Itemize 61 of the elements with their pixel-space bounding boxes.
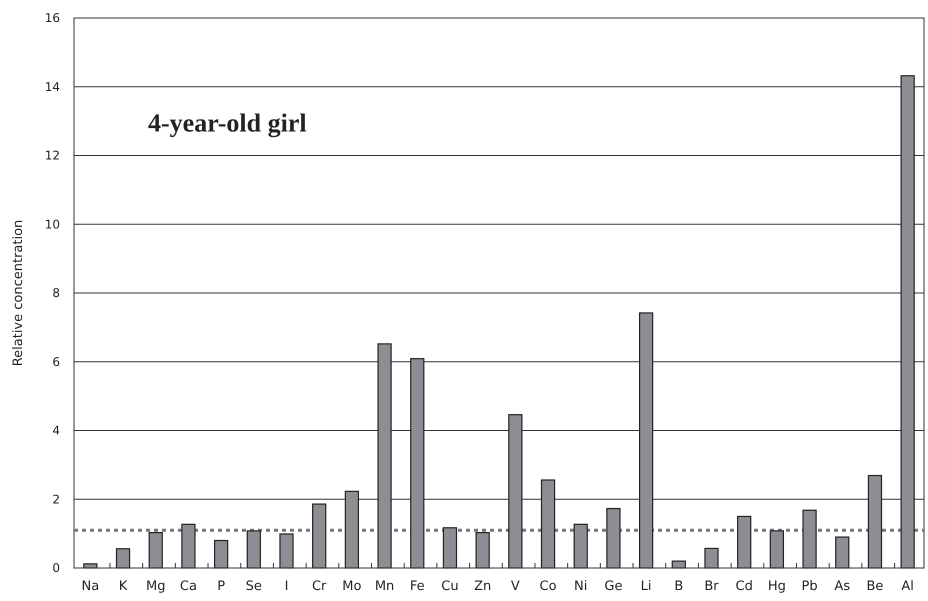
x-tick-label: Pb (802, 579, 818, 594)
bar (116, 548, 130, 569)
y-tick-label: 6 (52, 354, 60, 369)
bar (574, 524, 588, 569)
bar (770, 530, 784, 569)
bar (148, 532, 163, 569)
x-tick-label: Cd (736, 579, 753, 594)
bar (312, 503, 326, 569)
bar (344, 490, 360, 569)
y-tick-label: 14 (44, 80, 60, 94)
bar (606, 508, 621, 569)
y-tick-label: 2 (52, 492, 60, 506)
bar (246, 530, 261, 569)
bar (868, 474, 882, 569)
bar (704, 548, 719, 569)
y-tick-label: 8 (52, 286, 60, 300)
bar (214, 540, 228, 569)
y-tick-label: 4 (52, 424, 60, 438)
bar (476, 532, 490, 569)
x-tick-label: Fe (410, 579, 425, 594)
bar (279, 533, 294, 569)
y-tick-label: 12 (44, 148, 60, 163)
x-tick-label: Ge (604, 579, 622, 594)
x-tick-label: P (217, 579, 226, 594)
x-tick-label: Hg (768, 579, 786, 594)
bar (181, 524, 196, 569)
x-tick-label: Mo (342, 579, 362, 594)
bar (442, 527, 458, 569)
x-tick-label: Cr (312, 579, 328, 594)
x-tick-label: Mn (374, 579, 394, 594)
bar (835, 536, 850, 569)
x-tick-label: Zn (474, 579, 492, 594)
x-tick-label: Se (246, 579, 262, 594)
x-tick-label: Cu (441, 579, 459, 594)
x-tick-label: Ni (574, 579, 588, 594)
bar (900, 75, 915, 569)
y-tick-label: 10 (44, 217, 60, 232)
x-tick-label: Co (540, 579, 557, 594)
bar (638, 312, 654, 569)
x-tick-label: V (510, 579, 520, 594)
x-tick-label: Li (640, 579, 652, 594)
y-tick-label: 16 (44, 11, 60, 26)
x-tick-label: Al (901, 579, 914, 594)
x-tick-label: B (674, 579, 684, 594)
y-axis-title: Relative concentration (11, 220, 26, 366)
text: 4-year-old girl (148, 108, 307, 138)
x-tick-label: Mg (146, 579, 166, 594)
x-tick-label: K (118, 579, 128, 594)
bar (737, 516, 752, 569)
x-tick-label: As (834, 579, 850, 594)
bar (802, 510, 817, 569)
x-tick-label: Na (81, 579, 100, 594)
y-tick-label: 0 (52, 561, 60, 576)
x-tick-label: Br (704, 579, 720, 594)
x-tick-label: I (284, 579, 288, 594)
bar (540, 479, 556, 569)
bar (377, 343, 392, 569)
x-tick-label: Be (866, 579, 884, 594)
x-tick-label: Ca (180, 579, 197, 594)
bar (508, 414, 522, 569)
bar (410, 358, 424, 569)
